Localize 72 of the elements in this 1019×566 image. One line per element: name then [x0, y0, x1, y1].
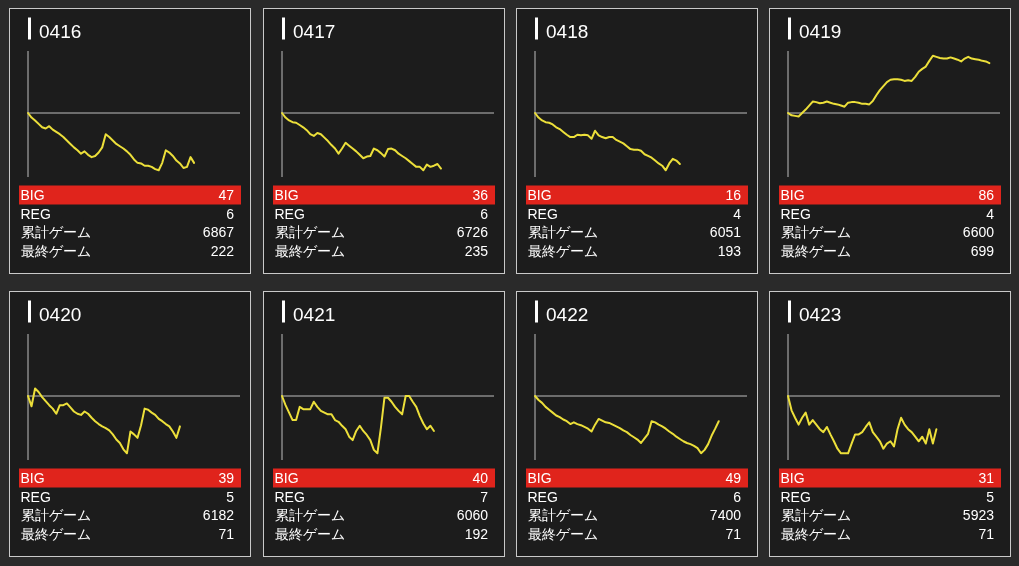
text: 最終ゲーム	[527, 526, 598, 542]
text: 36	[472, 186, 489, 203]
text: 5	[226, 488, 235, 505]
chart-title: 0419	[799, 21, 842, 42]
text: 39	[218, 469, 235, 486]
text: 40	[472, 469, 489, 486]
text: REG	[274, 205, 305, 222]
text: BIG	[20, 186, 45, 203]
text: 最終ゲーム	[527, 243, 598, 259]
text: 6060	[456, 507, 489, 524]
text: 最終ゲーム	[780, 243, 851, 259]
text: 49	[725, 469, 742, 486]
text: 最終ゲーム	[20, 526, 91, 542]
text: BIG	[780, 469, 805, 486]
chart-title: 0422	[546, 304, 589, 325]
text: REG	[20, 205, 51, 222]
text: 6726	[456, 224, 489, 241]
text: 6	[480, 205, 489, 222]
text: 699	[970, 243, 995, 259]
text: 71	[725, 526, 742, 542]
text: REG	[274, 488, 305, 505]
text: 6	[226, 205, 235, 222]
text: 235	[464, 243, 489, 259]
chart-title: 0418	[546, 21, 589, 42]
text: REG	[20, 488, 51, 505]
text: REG	[780, 205, 811, 222]
text: 累計ゲーム	[274, 224, 345, 241]
chart-title: 0421	[293, 304, 336, 325]
text: 最終ゲーム	[780, 526, 851, 542]
text: 最終ゲーム	[274, 243, 345, 259]
text: 累計ゲーム	[20, 224, 91, 241]
text: 最終ゲーム	[20, 243, 91, 259]
text: 86	[978, 186, 995, 203]
chart-title: 0416	[39, 21, 82, 42]
chart-title: 0423	[799, 304, 842, 325]
text: 31	[978, 469, 995, 486]
text: 4	[733, 205, 742, 222]
text: 累計ゲーム	[20, 507, 91, 524]
chart-title: 0420	[39, 304, 82, 325]
text: 6600	[962, 224, 995, 241]
text: BIG	[527, 186, 552, 203]
text: 71	[978, 526, 995, 542]
text: 6051	[709, 224, 742, 241]
text: 222	[210, 243, 235, 259]
text: BIG	[20, 469, 45, 486]
text: 7	[480, 488, 489, 505]
chart-title: 0417	[293, 21, 336, 42]
text: 6	[733, 488, 742, 505]
text: 4	[986, 205, 995, 222]
text: 累計ゲーム	[527, 224, 598, 241]
text: BIG	[780, 186, 805, 203]
text: REG	[780, 488, 811, 505]
text: BIG	[274, 186, 299, 203]
text: 5	[986, 488, 995, 505]
text: REG	[527, 205, 558, 222]
text: 累計ゲーム	[780, 507, 851, 524]
text: 6867	[202, 224, 235, 241]
text: 6182	[202, 507, 235, 524]
text: 71	[218, 526, 235, 542]
text: 192	[464, 526, 489, 542]
text: 47	[218, 186, 235, 203]
text: 16	[725, 186, 742, 203]
text: 累計ゲーム	[527, 507, 598, 524]
text: REG	[527, 488, 558, 505]
text: 5923	[962, 507, 995, 524]
text: 7400	[709, 507, 742, 524]
text: BIG	[527, 469, 552, 486]
text: 193	[717, 243, 742, 259]
text: 最終ゲーム	[274, 526, 345, 542]
text: 累計ゲーム	[274, 507, 345, 524]
text: 累計ゲーム	[780, 224, 851, 241]
text: BIG	[274, 469, 299, 486]
